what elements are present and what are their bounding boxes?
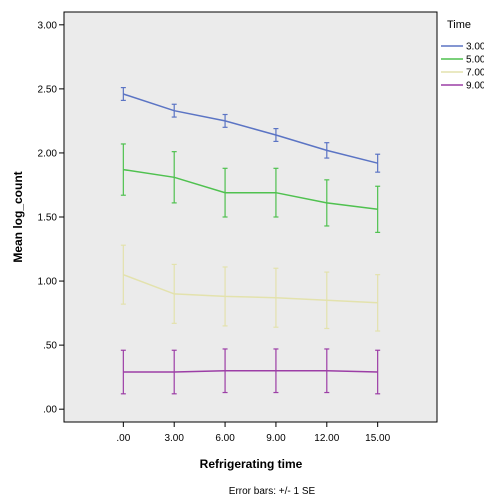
y-tick-label: .00: [43, 405, 57, 416]
y-tick-label: 2.50: [38, 84, 58, 95]
series-line: [123, 93, 378, 164]
series-7.00: [120, 244, 381, 332]
legend: 3.00 5.00 7.00 9.00: [441, 42, 484, 92]
legend-label: 9.00: [466, 81, 484, 92]
legend-label: 3.00: [466, 42, 484, 53]
x-axis: .00 3.00 6.00 9.00 12.00 15.00: [116, 422, 391, 444]
error-bar: [273, 267, 279, 328]
error-bar: [273, 167, 279, 218]
error-bar: [324, 271, 330, 330]
error-bar: [273, 127, 279, 143]
error-bar: [375, 185, 381, 233]
error-bar: [120, 143, 126, 196]
series-layer: [120, 86, 381, 395]
error-bar: [324, 179, 330, 227]
error-bar-note: Error bars: +/- 1 SE: [229, 486, 316, 497]
error-bar: [120, 86, 126, 102]
error-bar: [375, 153, 381, 173]
y-axis: .00 .50 1.00 1.50 2.00 2.50 3.00: [38, 20, 64, 416]
y-tick-label: .50: [43, 341, 57, 352]
series-5.00: [120, 143, 381, 233]
legend-label: 5.00: [466, 55, 484, 66]
error-bar: [120, 349, 126, 395]
error-bar: [222, 113, 228, 128]
x-tick-label: 9.00: [266, 433, 286, 444]
y-tick-label: 3.00: [38, 20, 58, 31]
error-bar: [222, 266, 228, 327]
x-axis-title: Refrigerating time: [200, 457, 303, 471]
legend-item: 5.00: [441, 55, 484, 66]
legend-item: 3.00: [441, 42, 484, 53]
series-line: [123, 370, 378, 373]
error-bar: [171, 103, 177, 118]
error-bar: [324, 348, 330, 394]
legend-label: 7.00: [466, 68, 484, 79]
x-tick-label: .00: [116, 433, 130, 444]
x-tick-label: 3.00: [164, 433, 184, 444]
legend-title: Time: [447, 19, 471, 31]
error-bar: [273, 348, 279, 394]
error-bar: [375, 274, 381, 332]
error-bar: [375, 349, 381, 395]
series-line: [123, 273, 378, 304]
series-line: [123, 168, 378, 211]
error-bar: [222, 348, 228, 394]
error-bar: [171, 263, 177, 324]
legend-item: 9.00: [441, 81, 484, 92]
series-3.00: [120, 86, 381, 173]
x-tick-label: 6.00: [215, 433, 235, 444]
error-bar: [222, 167, 228, 218]
legend-item: 7.00: [441, 68, 484, 79]
x-tick-label: 12.00: [314, 433, 339, 444]
y-axis-title: Mean log_count: [11, 171, 25, 262]
error-bar: [171, 349, 177, 395]
plot-area: [63, 11, 438, 423]
x-tick-label: 15.00: [365, 433, 390, 444]
error-bar: [120, 244, 126, 305]
y-tick-label: 2.00: [38, 148, 58, 159]
series-9.00: [120, 348, 381, 395]
error-bar: [171, 151, 177, 204]
y-tick-label: 1.50: [38, 213, 58, 224]
y-tick-label: 1.00: [38, 277, 58, 288]
error-bar: [324, 142, 330, 159]
